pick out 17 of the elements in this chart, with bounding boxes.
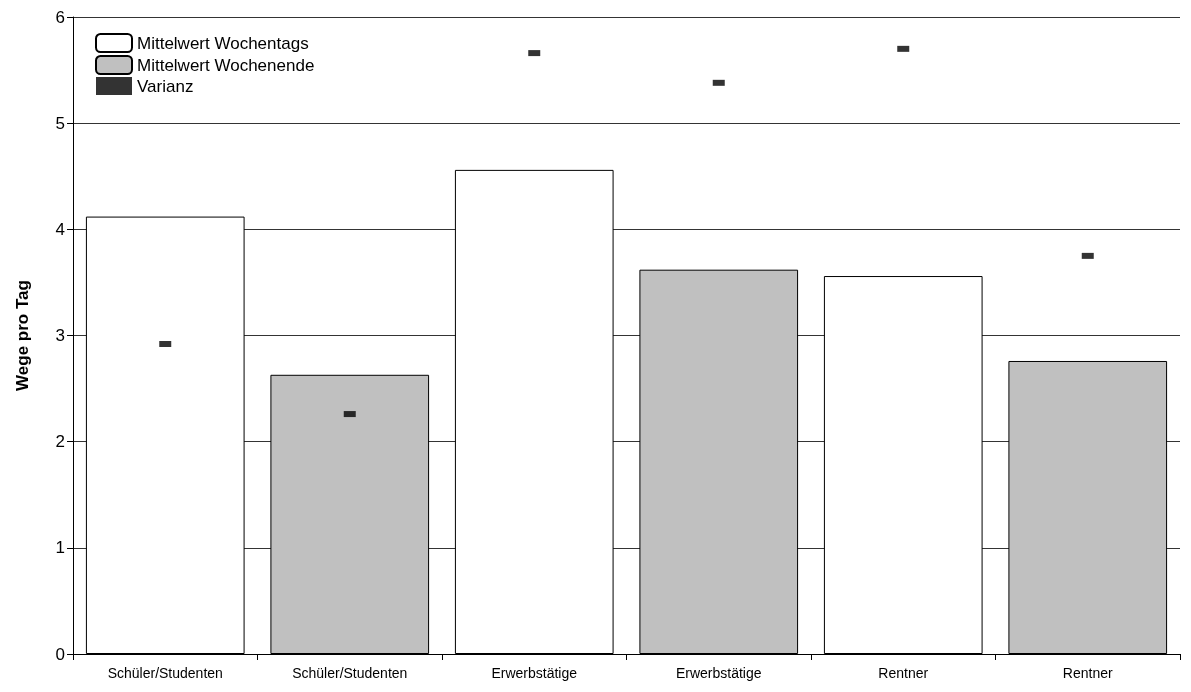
legend-label: Mittelwert Wochentags — [137, 33, 309, 53]
y-tick-label: 1 — [55, 538, 65, 558]
x-tick-label: Erwerbstätige — [675, 665, 762, 681]
x-tick-label: Rentner — [878, 665, 929, 681]
y-tick-label: 4 — [55, 219, 65, 239]
x-tick-label: Schüler/Studenten — [107, 665, 223, 681]
y-tick-label: 5 — [55, 113, 65, 133]
x-tick-label: Schüler/Studenten — [292, 665, 408, 681]
legend-label: Mittelwert Wochenende — [137, 55, 315, 75]
y-tick-label: 0 — [55, 644, 65, 664]
y-tick-label: 2 — [55, 432, 65, 452]
x-tick-label: Erwerbstätige — [491, 665, 578, 681]
x-tick-label: Rentner — [1062, 665, 1113, 681]
legend-label: Varianz — [137, 76, 194, 96]
y-tick-label: 6 — [55, 7, 65, 27]
y-axis-title: Wege pro Tag — [13, 280, 32, 391]
y-tick-label: 3 — [55, 326, 65, 345]
